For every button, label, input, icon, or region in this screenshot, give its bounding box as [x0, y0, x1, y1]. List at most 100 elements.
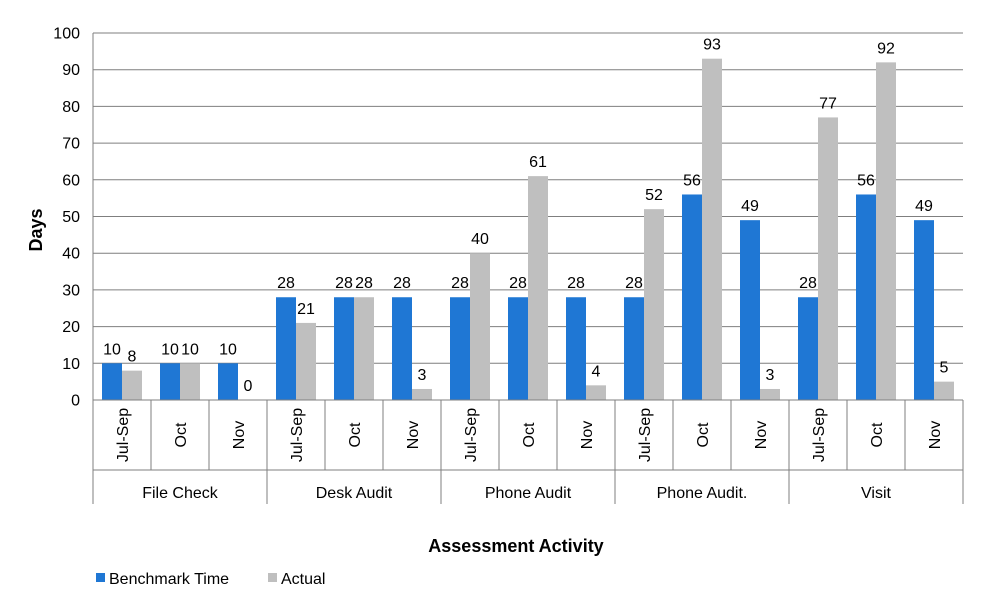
data-label-benchmark: 49: [741, 198, 759, 215]
x-category-label: Jul-Sep: [811, 408, 828, 462]
x-category-label: Jul-Sep: [115, 408, 132, 462]
bar-actual: [760, 388, 780, 400]
y-tick-label: 90: [62, 62, 80, 79]
x-category-label: Jul-Sep: [637, 408, 654, 462]
data-label-benchmark: 10: [103, 341, 121, 358]
data-label-actual: 40: [471, 231, 489, 248]
bar-actual: [934, 381, 954, 400]
bar-actual: [412, 388, 432, 400]
legend-label: Benchmark Time: [109, 571, 229, 588]
bar-benchmark: [856, 194, 876, 400]
y-tick-label: 30: [62, 282, 80, 299]
y-tick-label: 50: [62, 209, 80, 226]
y-tick-label: 70: [62, 136, 80, 153]
bar-actual: [644, 209, 664, 400]
y-tick-label: 40: [62, 246, 80, 263]
axes: [92, 33, 964, 504]
y-tick-label: 0: [71, 393, 80, 410]
x-group-label: Desk Audit: [316, 485, 393, 502]
bar-benchmark: [450, 297, 470, 400]
data-label-benchmark: 28: [799, 275, 817, 292]
bar-actual: [586, 385, 606, 400]
x-category-label: Jul-Sep: [289, 408, 306, 462]
bar-actual: [296, 322, 316, 400]
x-group-label: File Check: [142, 485, 219, 502]
data-label-actual: 3: [766, 367, 775, 384]
bar-benchmark: [392, 297, 412, 400]
data-label-actual: 28: [355, 275, 373, 292]
x-group-label: Phone Audit.: [657, 485, 748, 502]
bar-actual: [470, 253, 490, 400]
x-group-label: Phone Audit: [485, 485, 572, 502]
bar-actual: [818, 117, 838, 400]
x-axis-title: Assessment Activity: [428, 536, 603, 556]
x-category-label: Oct: [521, 422, 538, 447]
bar-benchmark: [914, 220, 934, 400]
y-tick-label: 80: [62, 99, 80, 116]
data-label-benchmark: 56: [857, 172, 875, 189]
data-label-actual: 61: [529, 154, 547, 171]
bar-actual: [876, 62, 896, 401]
bar-benchmark: [798, 297, 818, 400]
bar-benchmark: [682, 194, 702, 400]
y-tick-label: 10: [62, 356, 80, 373]
x-category-label: Nov: [231, 421, 248, 449]
data-label-benchmark: 28: [393, 275, 411, 292]
x-category-label: Oct: [869, 422, 886, 447]
x-category-label: Nov: [579, 421, 596, 449]
y-tick-labels: 0 10 20 30 40 50 60 70 80 90 100: [53, 26, 80, 410]
x-category-label: Nov: [753, 421, 770, 449]
bar-benchmark: [276, 297, 296, 400]
data-label-benchmark: 10: [161, 341, 179, 358]
x-category-label: Nov: [927, 421, 944, 449]
bar-actual: [180, 363, 200, 400]
bar-actual: [354, 297, 374, 400]
bar-benchmark: [102, 363, 122, 400]
bar-benchmark: [218, 363, 238, 400]
y-tick-label: 20: [62, 319, 80, 336]
data-label-actual: 21: [297, 301, 315, 318]
x-category-label: Jul-Sep: [463, 408, 480, 462]
data-label-actual: 3: [418, 367, 427, 384]
data-label-benchmark: 28: [625, 275, 643, 292]
x-category-label: Oct: [695, 422, 712, 447]
data-label-benchmark: 49: [915, 198, 933, 215]
y-axis-title: Days: [26, 208, 46, 251]
data-label-actual: 10: [181, 341, 199, 358]
data-label-benchmark: 28: [335, 275, 353, 292]
legend-swatch: [96, 573, 105, 582]
data-label-actual: 77: [819, 95, 837, 112]
bar-actual: [528, 176, 548, 400]
data-label-benchmark: 28: [567, 275, 585, 292]
data-label-benchmark: 10: [219, 341, 237, 358]
x-group-label: Visit: [861, 485, 891, 502]
data-label-actual: 4: [592, 363, 601, 380]
bar-actual: [702, 58, 722, 400]
x-category-label: Nov: [405, 421, 422, 449]
data-label-benchmark: 56: [683, 172, 701, 189]
data-label-benchmark: 28: [277, 275, 295, 292]
data-label-actual: 0: [244, 378, 253, 395]
bar-benchmark: [624, 297, 644, 400]
x-category-label: Oct: [347, 422, 364, 447]
data-label-actual: 52: [645, 187, 663, 204]
bars: [102, 58, 954, 401]
x-category-label: Oct: [173, 422, 190, 447]
bar-actual: [122, 370, 142, 400]
bar-benchmark: [334, 297, 354, 400]
legend-label: Actual: [281, 571, 325, 588]
y-tick-label: 100: [53, 26, 80, 43]
bar-benchmark: [160, 363, 180, 400]
bar-benchmark: [566, 297, 586, 400]
legend-swatch: [268, 573, 277, 582]
bar-benchmark: [508, 297, 528, 400]
bar-benchmark: [740, 220, 760, 400]
data-label-actual: 8: [128, 349, 137, 366]
data-label-actual: 5: [940, 360, 949, 377]
data-label-benchmark: 28: [509, 275, 527, 292]
x-category-labels: Jul-Sep Oct Nov Jul-Sep Oct Nov Jul-Sep Oct Nov J…: [115, 408, 944, 502]
data-label-actual: 92: [877, 40, 895, 57]
data-label-actual: 93: [703, 37, 721, 54]
